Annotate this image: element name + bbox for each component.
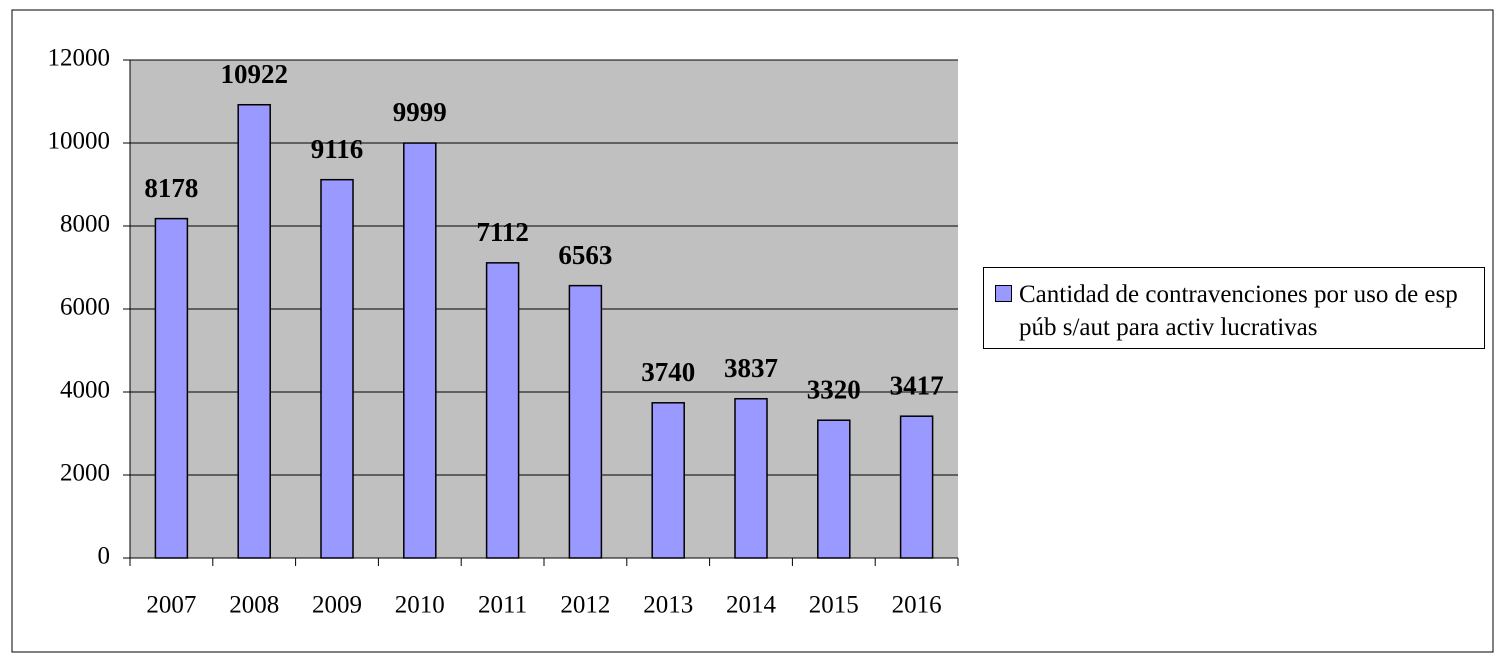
bar <box>651 402 685 559</box>
x-tick-label: 2012 <box>560 592 610 619</box>
x-tick-label: 2014 <box>726 592 777 619</box>
legend-label: Cantidad de contravenciones por uso de e… <box>1019 281 1458 341</box>
data-label: 6563 <box>558 240 612 270</box>
bar <box>320 178 354 559</box>
x-tick-label: 2008 <box>229 592 279 619</box>
data-label: 3837 <box>724 353 778 383</box>
y-tick-label: 10000 <box>48 128 111 155</box>
data-label: 3417 <box>890 370 944 400</box>
x-tick-label: 2011 <box>478 592 527 619</box>
y-tick-label: 2000 <box>60 460 110 487</box>
data-label: 8178 <box>144 173 198 203</box>
x-tick-label: 2010 <box>395 592 445 619</box>
bar <box>485 262 520 559</box>
x-tick-label: 2013 <box>643 592 693 619</box>
data-label: 9999 <box>393 97 447 127</box>
y-tick-label: 8000 <box>60 211 110 238</box>
data-label: 9116 <box>311 134 364 164</box>
bar <box>237 103 271 559</box>
bar <box>154 217 189 559</box>
y-tick-label: 6000 <box>60 294 110 321</box>
data-label: 7112 <box>476 217 529 247</box>
y-tick-label: 4000 <box>60 377 110 404</box>
bar <box>568 284 603 559</box>
x-tick-label: 2009 <box>312 592 362 619</box>
data-label: 10922 <box>220 59 288 89</box>
legend-swatch <box>995 285 1012 302</box>
y-tick-label: 12000 <box>48 45 111 72</box>
legend: Cantidad de contravenciones por uso de e… <box>983 267 1485 349</box>
y-tick-label: 0 <box>98 543 111 570</box>
x-tick-label: 2015 <box>809 592 859 619</box>
data-label: 3740 <box>641 357 695 387</box>
bar <box>734 398 768 559</box>
bar <box>899 415 934 559</box>
x-tick-label: 2016 <box>892 592 942 619</box>
x-tick-label: 2007 <box>146 592 196 619</box>
data-label: 3320 <box>807 374 861 404</box>
bar <box>403 142 437 559</box>
bar <box>817 419 851 559</box>
